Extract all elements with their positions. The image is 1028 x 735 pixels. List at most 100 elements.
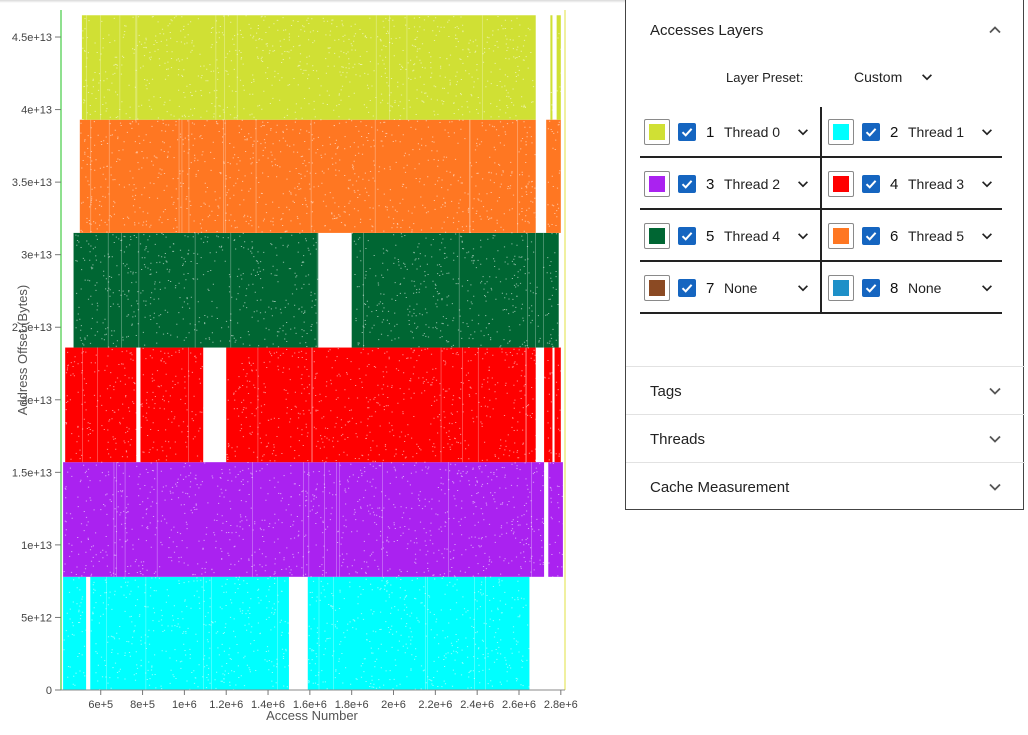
layer-visible-checkbox[interactable]	[862, 175, 880, 193]
layer-8: 8 None	[826, 263, 1006, 313]
x-tick-label: 1.6e+6	[293, 699, 327, 711]
chevron-down-icon	[796, 229, 810, 243]
tags-header[interactable]: Tags	[626, 367, 1025, 415]
band-thread-2-seg-0	[63, 462, 545, 577]
thread-select-value: Thread 1	[908, 124, 965, 140]
layer-visible-checkbox[interactable]	[678, 123, 696, 141]
x-tick-label: 1.2e+6	[209, 699, 243, 711]
band-texture	[75, 232, 319, 348]
color-swatch	[649, 124, 665, 140]
chevron-down-icon	[920, 70, 934, 84]
x-tick-label: 6e+5	[88, 699, 113, 711]
band-thread-1-seg-0	[63, 576, 87, 690]
layer-number: 2	[890, 123, 899, 141]
layer-number: 1	[706, 123, 715, 141]
band-thread-0-seg-2	[556, 15, 561, 120]
memory-access-plot[interactable]: 6e+5 8e+5 1e+6 1.2e+6 1.4e+6 1.6e+6 1.8e+6 2e+6…	[0, 0, 600, 735]
thread-select[interactable]: None	[908, 280, 994, 296]
layer-visible-checkbox[interactable]	[862, 279, 880, 297]
y-tick-label: 2.5e+13	[12, 322, 52, 334]
x-tick-label: 1.8e+6	[335, 699, 369, 711]
chevron-down-icon	[980, 125, 994, 139]
speckle-noise	[63, 15, 564, 691]
layer-2: 2 Thread 1	[826, 107, 1006, 157]
band-thread-5-seg-1	[546, 119, 561, 233]
band-thread-4-seg-0	[73, 232, 319, 348]
color-swatch	[833, 124, 849, 140]
layer-7: 7 None	[642, 263, 822, 313]
layer-3: 3 Thread 2	[642, 159, 822, 209]
layer-preset-select[interactable]: Custom	[854, 69, 934, 85]
band-thread-3-seg-3	[544, 347, 553, 463]
x-axis-label: Access Number	[266, 708, 358, 723]
layer-visible-checkbox[interactable]	[678, 279, 696, 297]
layer-preset-label: Layer Preset:	[726, 69, 804, 85]
x-tick-label: 1.4e+6	[251, 699, 285, 711]
color-picker-button[interactable]	[828, 275, 854, 301]
color-picker-button[interactable]	[644, 119, 670, 145]
accesses-layers-header[interactable]: Accesses Layers	[626, 6, 1025, 54]
band-thread-3-seg-0	[65, 347, 137, 463]
x-tick-label: 2.2e+6	[418, 699, 452, 711]
cache-measurement-header[interactable]: Cache Measurement	[626, 463, 1025, 511]
layer-4: 4 Thread 3	[826, 159, 1006, 209]
band-thread-0-seg-0	[81, 15, 536, 120]
color-swatch	[649, 228, 665, 244]
section-divider	[626, 366, 1025, 367]
y-axis-label: Address Offset (Bytes)	[15, 285, 30, 416]
color-swatch	[833, 228, 849, 244]
layer-visible-checkbox[interactable]	[678, 227, 696, 245]
y-tick-label: 1.5e+13	[12, 467, 52, 479]
color-swatch	[833, 176, 849, 192]
band-thread-5-seg-0	[79, 119, 536, 233]
color-picker-button[interactable]	[828, 171, 854, 197]
thread-select[interactable]: None	[724, 280, 810, 296]
chevron-down-icon[interactable]	[987, 383, 1003, 399]
y-tick-label: 3e+13	[21, 250, 52, 262]
thread-select-value: None	[724, 280, 758, 296]
side-panel: Accesses Layers Layer Preset: Custom 1 Th…	[625, 0, 1025, 511]
layer-preset-row: Layer Preset: Custom	[726, 67, 934, 87]
layer-1: 1 Thread 0	[642, 107, 822, 157]
thread-select[interactable]: Thread 5	[908, 228, 994, 244]
chevron-down-icon	[796, 177, 810, 191]
grid-divider	[640, 312, 1002, 314]
thread-select[interactable]: Thread 3	[908, 176, 994, 192]
grid-divider	[640, 260, 1002, 262]
thread-select[interactable]: Thread 4	[724, 228, 810, 244]
chevron-down-icon	[980, 281, 994, 295]
chevron-down-icon[interactable]	[987, 479, 1003, 495]
band-texture	[80, 119, 537, 234]
layer-number: 8	[890, 279, 899, 297]
layer-6: 6 Thread 5	[826, 211, 1006, 261]
band-thread-1-seg-1	[90, 576, 289, 690]
layer-visible-checkbox[interactable]	[678, 175, 696, 193]
color-picker-button[interactable]	[644, 171, 670, 197]
section-divider	[626, 462, 1025, 463]
color-picker-button[interactable]	[828, 223, 854, 249]
thread-select[interactable]: Thread 0	[724, 124, 810, 140]
layer-visible-checkbox[interactable]	[862, 123, 880, 141]
cache-measurement-title: Cache Measurement	[650, 478, 790, 496]
thread-select-value: None	[908, 280, 942, 296]
thread-select[interactable]: Thread 1	[908, 124, 994, 140]
color-picker-button[interactable]	[644, 223, 670, 249]
threads-header[interactable]: Threads	[626, 415, 1025, 463]
chevron-down-icon[interactable]	[987, 431, 1003, 447]
threads-title: Threads	[650, 430, 706, 448]
thread-select-value: Thread 5	[908, 228, 965, 244]
color-picker-button[interactable]	[828, 119, 854, 145]
x-tick-label: 2e+6	[381, 699, 406, 711]
color-swatch	[649, 280, 665, 296]
y-tick-label: 2e+13	[21, 395, 52, 407]
layer-visible-checkbox[interactable]	[862, 227, 880, 245]
thread-select[interactable]: Thread 2	[724, 176, 810, 192]
y-tick-label: 5e+12	[21, 612, 52, 624]
y-tick-label: 0	[46, 685, 52, 697]
grid-divider	[640, 156, 1002, 158]
layer-5: 5 Thread 4	[642, 211, 822, 261]
chevron-up-icon[interactable]	[987, 22, 1003, 38]
thread-select-value: Thread 3	[908, 176, 965, 192]
color-picker-button[interactable]	[644, 275, 670, 301]
band-texture	[547, 120, 561, 227]
